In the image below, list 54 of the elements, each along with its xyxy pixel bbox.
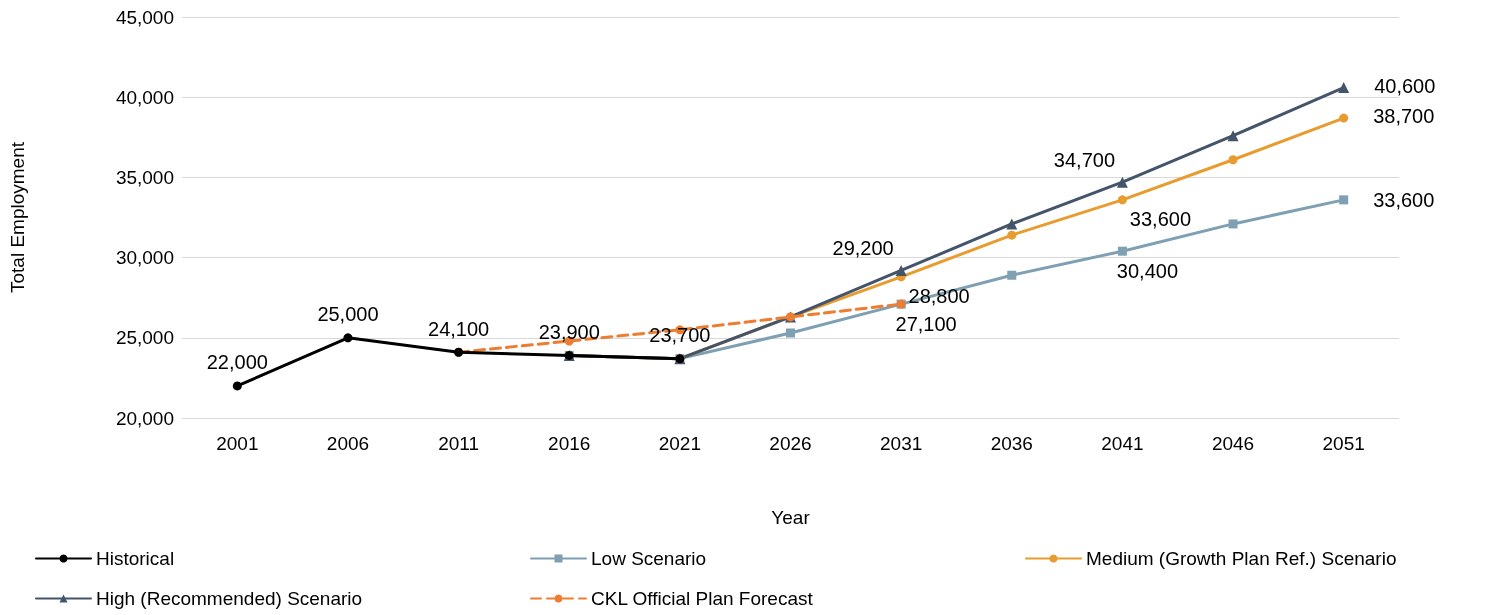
- x-tick-label: 2026: [769, 433, 812, 454]
- point: [1228, 219, 1238, 229]
- data-label: 27,100: [895, 312, 957, 335]
- legend-label: Medium (Growth Plan Ref.) Scenario: [1086, 548, 1397, 569]
- legend-label: High (Recommended) Scenario: [96, 588, 363, 609]
- x-axis-title: Year: [771, 507, 811, 528]
- point: [895, 264, 907, 276]
- point: [343, 333, 353, 343]
- data-label: 34,700: [1053, 148, 1115, 171]
- point: [1117, 195, 1127, 205]
- point: [232, 381, 242, 391]
- data-label: 23,900: [538, 320, 600, 343]
- x-tick-label: 2046: [1211, 433, 1255, 454]
- x-tick-label: 2051: [1322, 433, 1365, 454]
- x-tick-label: 2021: [658, 433, 701, 454]
- data-label: 22,000: [206, 351, 268, 374]
- x-tick-label: 2001: [216, 433, 259, 454]
- y-tick-label: 35,000: [115, 166, 174, 188]
- y-tick-label: 25,000: [115, 327, 174, 349]
- data-label: 33,600: [1373, 188, 1435, 211]
- legend-label: Historical: [96, 548, 175, 569]
- x-tick-label: 2036: [990, 433, 1033, 454]
- data-label: 23,700: [649, 324, 711, 347]
- x-tick-label: 2041: [1101, 433, 1144, 454]
- x-tick-label: 2006: [326, 433, 370, 454]
- data-label: 38,700: [1373, 105, 1435, 128]
- legend-label: CKL Official Plan Forecast: [591, 588, 814, 609]
- point: [1339, 113, 1349, 123]
- data-label: 40,600: [1374, 74, 1436, 97]
- data-label: 29,200: [832, 236, 894, 259]
- data-label: 25,000: [317, 303, 379, 326]
- point: [1338, 82, 1350, 94]
- data-label: 28,800: [908, 285, 970, 308]
- y-tick-label: 30,000: [115, 247, 174, 269]
- x-tick-label: 2031: [880, 433, 923, 454]
- y-tick-label: 40,000: [115, 86, 174, 108]
- point: [1006, 218, 1018, 230]
- point: [1339, 195, 1349, 205]
- point: [786, 328, 795, 338]
- point: [1228, 155, 1238, 165]
- point: [1117, 246, 1127, 256]
- point: [1007, 230, 1017, 240]
- point: [1007, 270, 1017, 280]
- x-tick-label: 2016: [548, 433, 591, 454]
- data-label: 33,600: [1129, 208, 1191, 231]
- x-tick-label: 2011: [438, 433, 480, 454]
- y-tick-label: 20,000: [115, 407, 174, 429]
- data-label: 30,400: [1116, 259, 1178, 282]
- y-axis-title: Total Employment: [7, 141, 28, 294]
- legend-label: Low Scenario: [591, 548, 707, 569]
- point: [1227, 130, 1239, 142]
- point: [1116, 176, 1128, 188]
- y-tick-label: 45,000: [115, 6, 174, 28]
- data-label: 24,100: [428, 317, 490, 340]
